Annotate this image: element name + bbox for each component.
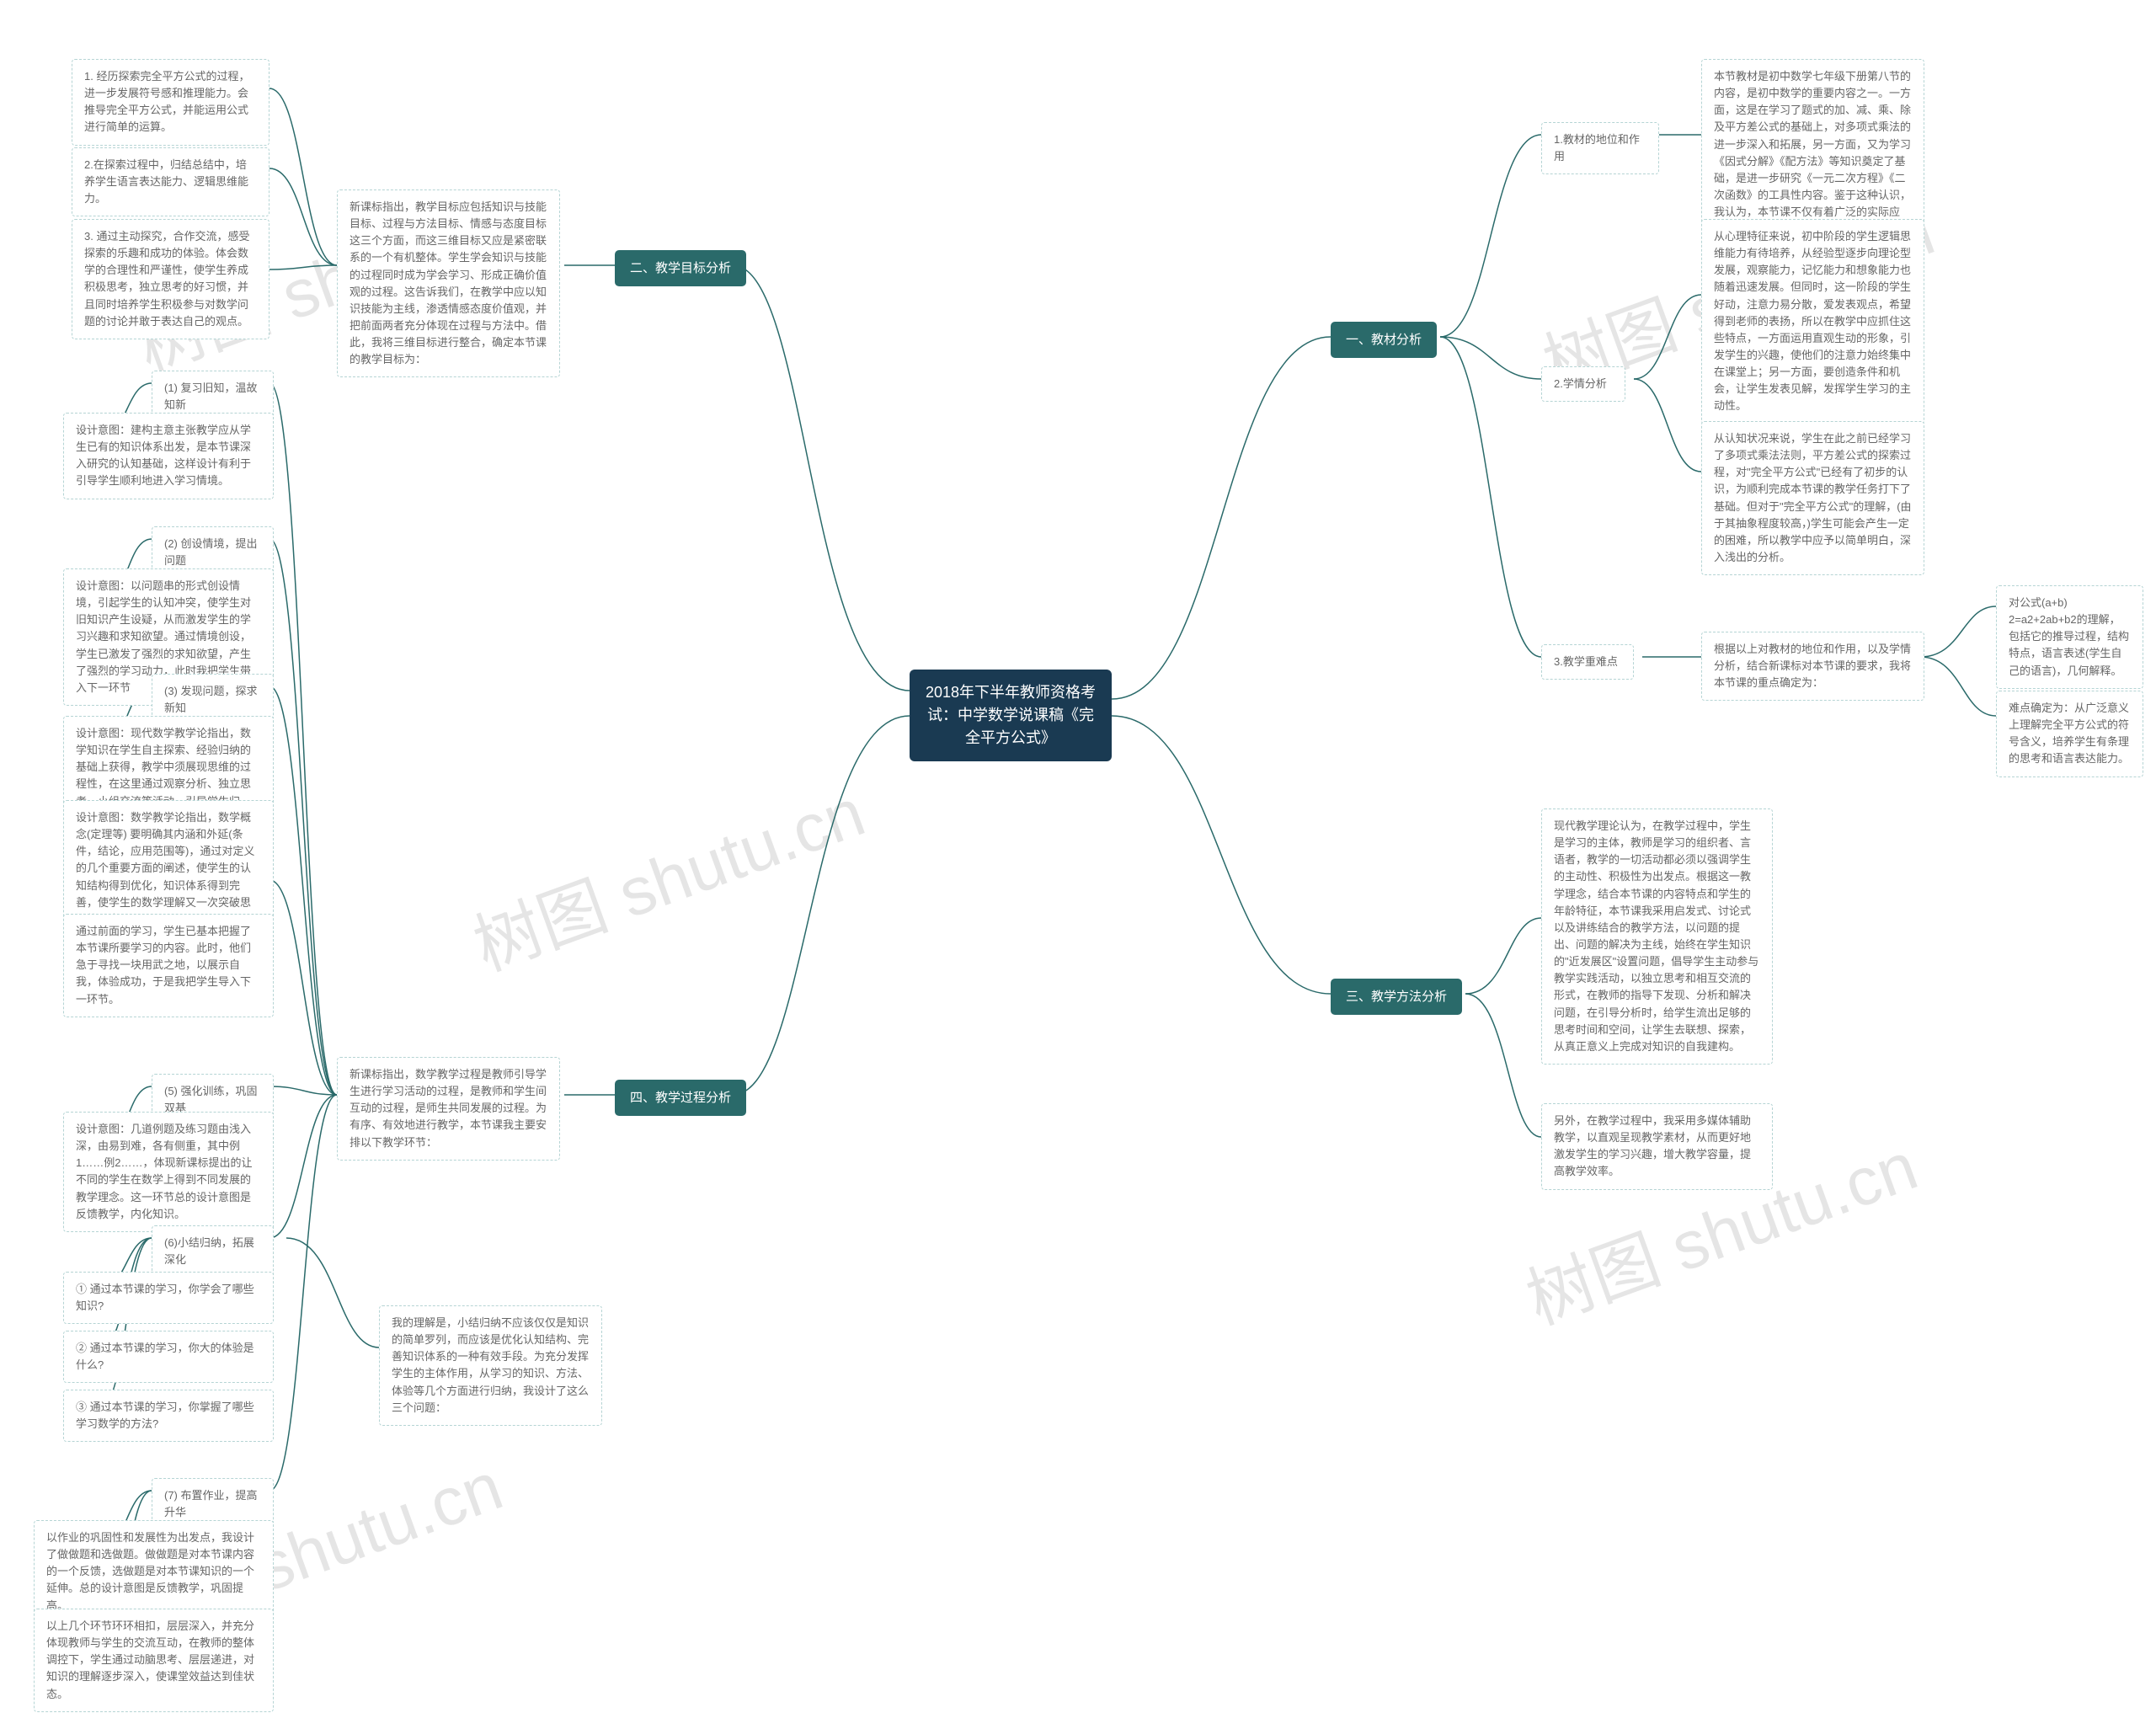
leaf-learner-b: 从认知状况来说，学生在此之前已经学习了多项式乘法法则，平方差公式的探索过程，对"… bbox=[1701, 421, 1924, 575]
step-6-q1: ① 通过本节课的学习，你学会了哪些知识? bbox=[63, 1272, 274, 1324]
root-node: 2018年下半年教师资格考试：中学数学说课稿《完全平方公式》 bbox=[910, 670, 1112, 761]
sub-key-difficult: 3.教学重难点 bbox=[1541, 644, 1634, 680]
closing-leaf: 以上几个环节环环相扣，层层深入，并充分体现教师与学生的交流互动，在教师的整体调控… bbox=[34, 1609, 274, 1712]
watermark: 树图 shutu.cn bbox=[459, 759, 876, 990]
step-4-extra: 通过前面的学习，学生已基本把握了本节课所要学习的内容。此时，他们急于寻找一块用武… bbox=[63, 914, 274, 1017]
step-6-q3: ③ 通过本节课的学习，你掌握了哪些学习数学的方法? bbox=[63, 1390, 274, 1442]
leaf-objective-2: 2.在探索过程中，归结总结中，培养学生语言表达能力、逻辑思维能力。 bbox=[72, 147, 270, 216]
leaf-method-b: 另外，在教学过程中，我采用多媒体辅助教学，以直观呈现教学素材，从而更好地激发学生… bbox=[1541, 1103, 1773, 1190]
leaf-key-intro: 根据以上对教材的地位和作用，以及学情分析，结合新课标对本节课的要求，我将本节课的… bbox=[1701, 632, 1924, 701]
step-6-intro: 我的理解是，小结归纳不应该仅仅是知识的简单罗列，而应该是优化认知结构、完善知识体… bbox=[379, 1305, 602, 1426]
leaf-objective-1: 1. 经历探索完全平方公式的过程，进一步发展符号感和推理能力。会推导完全平方公式… bbox=[72, 59, 270, 146]
branch-textbook-analysis: 一、教材分析 bbox=[1331, 322, 1437, 358]
leaf-key-a: 对公式(a+b) 2=a2+2ab+b2的理解，包括它的推导过程，结构特点，语言… bbox=[1996, 585, 2143, 689]
leaf-key-b: 难点确定为：从广泛意义上理解完全平方公式的符号含义，培养学生有条理的思考和语言表… bbox=[1996, 691, 2143, 777]
leaf-method-a: 现代教学理论认为，在教学过程中，学生是学习的主体，教师是学习的组织者、言语者，教… bbox=[1541, 808, 1773, 1065]
step-5-leaf: 设计意图：几道例题及练习题由浅入深，由易到难，各有侧重，其中例1……例2……，体… bbox=[63, 1112, 274, 1232]
branch-objective-analysis: 二、教学目标分析 bbox=[615, 250, 746, 286]
sub-position-role: 1.教材的地位和作用 bbox=[1541, 122, 1659, 174]
leaf-learner-a: 从心理特征来说，初中阶段的学生逻辑思维能力有待培养，从经验型逐步向理论型发展，观… bbox=[1701, 219, 1924, 424]
step-1-leaf: 设计意图：建构主意主张教学应从学生已有的知识体系出发，是本节课深入研究的认知基础… bbox=[63, 413, 274, 499]
step-6-q2: ② 通过本节课的学习，你大的体验是什么? bbox=[63, 1331, 274, 1383]
leaf-objective-intro: 新课标指出，教学目标应包括知识与技能目标、过程与方法目标、情感与态度目标这三个方… bbox=[337, 189, 560, 377]
step-6-label: (6)小结归纳，拓展深化 bbox=[152, 1225, 274, 1278]
branch-process-analysis: 四、教学过程分析 bbox=[615, 1080, 746, 1116]
branch-method-analysis: 三、教学方法分析 bbox=[1331, 979, 1462, 1015]
leaf-objective-3: 3. 通过主动探究，合作交流，感受探索的乐趣和成功的体验。体会数学的合理性和严谨… bbox=[72, 219, 270, 339]
sub-learner-analysis: 2.学情分析 bbox=[1541, 366, 1625, 402]
leaf-process-intro: 新课标指出，数学教学过程是教师引导学生进行学习活动的过程，是教师和学生间互动的过… bbox=[337, 1057, 560, 1161]
